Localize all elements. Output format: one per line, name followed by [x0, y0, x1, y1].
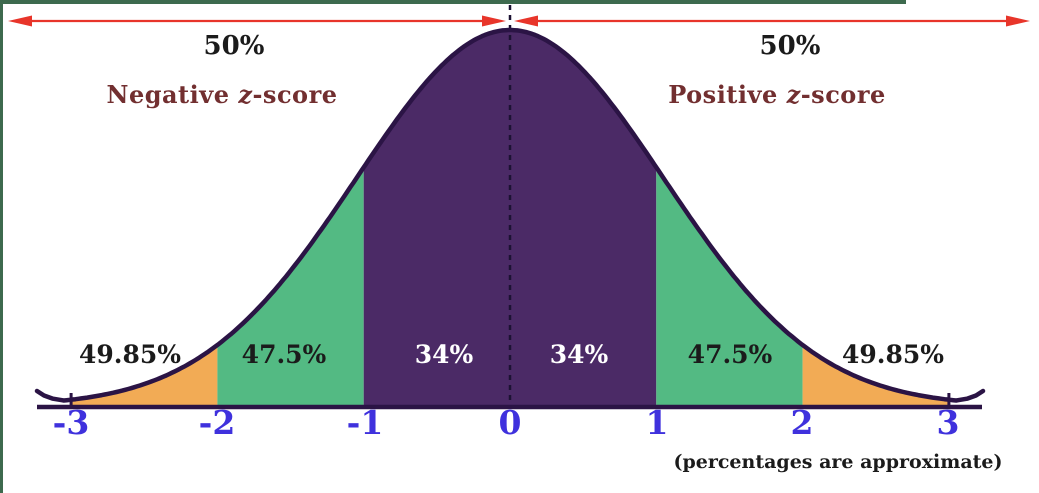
band-percent-label-1-2: 47.5%: [687, 340, 773, 369]
left-half-percent-label: 50%: [203, 31, 265, 61]
footnote: (percentages are approximate): [673, 451, 1003, 473]
axis-tick-label-0: 0: [498, 403, 522, 442]
axis-tick-label-neg3: -3: [52, 403, 90, 442]
positive-zscore-z: z: [786, 80, 801, 109]
frame-border-left: [0, 0, 3, 493]
negative-zscore-suffix: -score: [252, 80, 338, 109]
negative-zscore-z: z: [238, 80, 253, 109]
positive-zscore-label: Positive z-score: [668, 81, 885, 109]
axis-tick-label-neg2: -2: [198, 403, 236, 442]
right-half-percent-label: 50%: [759, 31, 821, 61]
axis-tick-label-3: 3: [936, 403, 960, 442]
band-percent-label-neg3-neg2: 49.85%: [78, 340, 182, 369]
axis-tick-label-2: 2: [790, 403, 814, 442]
negative-zscore-label: Negative z-score: [107, 81, 338, 109]
positive-zscore-suffix: -score: [800, 80, 886, 109]
band-percent-label-neg1-0: 34%: [414, 340, 474, 369]
axis-tick-label-neg1: -1: [346, 403, 384, 442]
positive-zscore-prefix: Positive: [668, 80, 787, 109]
frame-border-top: [0, 0, 906, 4]
band-percent-label-0-1: 34%: [549, 340, 609, 369]
band-percent-label-neg2-neg1: 47.5%: [241, 340, 327, 369]
axis-tick-label-1: 1: [645, 403, 669, 442]
negative-zscore-prefix: Negative: [106, 80, 239, 109]
band-percent-label-2-3: 49.85%: [841, 340, 945, 369]
